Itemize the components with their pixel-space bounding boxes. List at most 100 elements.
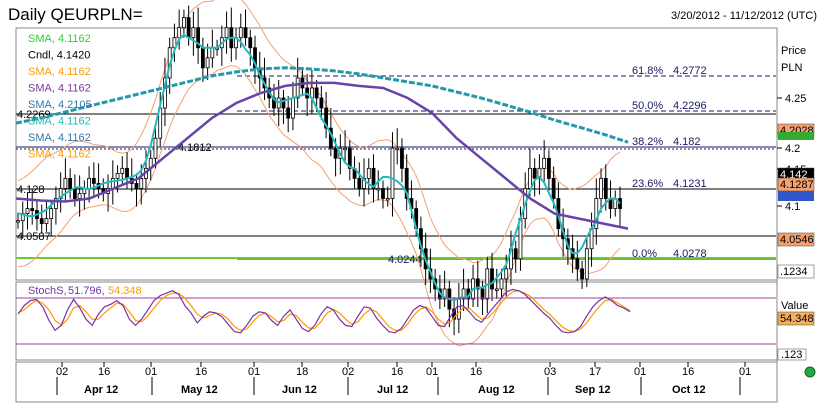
fib-value-label: 4.2296 bbox=[673, 100, 707, 112]
candle-body bbox=[210, 47, 215, 59]
candle-body bbox=[68, 177, 73, 189]
price-badge bbox=[777, 232, 815, 247]
fib-value-label: 4.2772 bbox=[673, 65, 707, 77]
bollinger-upper bbox=[17, 0, 621, 264]
day-tick-label: 02 bbox=[342, 366, 354, 378]
month-label: Sep 12 bbox=[575, 384, 610, 396]
stoch-badge-text: 54.348 bbox=[780, 313, 814, 325]
candle-body bbox=[120, 167, 125, 174]
candle-body bbox=[186, 17, 191, 39]
candle-body bbox=[584, 248, 589, 280]
day-tick-label: 01 bbox=[634, 366, 646, 378]
fib-pct-label: 23.6% bbox=[632, 178, 663, 190]
day-tick-label: 16 bbox=[195, 366, 207, 378]
price-axis: PricePLN4.254.24.154.14.20284.1424.12874… bbox=[777, 45, 815, 279]
level-label: 4.0244 bbox=[388, 254, 422, 266]
price-axis-unit: PLN bbox=[781, 62, 802, 74]
candle-body bbox=[343, 147, 347, 151]
stoch-d-value: 54.348 bbox=[108, 285, 142, 297]
candle-body bbox=[400, 147, 404, 169]
candle-body bbox=[39, 218, 44, 225]
legend-item: SMA, 4.1162 bbox=[28, 66, 91, 78]
candle-body bbox=[54, 198, 58, 209]
candle-body bbox=[333, 147, 338, 159]
candle-body bbox=[191, 27, 196, 39]
month-label: Jul 12 bbox=[377, 384, 408, 396]
candle-body bbox=[404, 167, 409, 199]
candle-body bbox=[243, 27, 248, 39]
legend-item: SMA, 4.1162 bbox=[28, 83, 91, 95]
legend-item: SMA, 4.1162 bbox=[28, 149, 91, 161]
stoch-axis-label: Value bbox=[781, 300, 808, 312]
month-label: Aug 12 bbox=[478, 384, 515, 396]
day-tick-label: 18 bbox=[296, 366, 308, 378]
day-tick-label: 01 bbox=[145, 366, 157, 378]
price-badge-text: .1234 bbox=[780, 266, 808, 278]
candle-body bbox=[153, 137, 158, 159]
candle-body bbox=[177, 27, 182, 39]
level-label: 4.0587 bbox=[17, 231, 51, 243]
candle-body bbox=[91, 177, 96, 184]
candle-body bbox=[528, 167, 532, 189]
candle-body bbox=[314, 87, 319, 99]
candle-body bbox=[475, 278, 480, 290]
candle-body bbox=[546, 157, 551, 179]
candle-body bbox=[281, 97, 286, 109]
price-tick-label: 4.25 bbox=[785, 93, 806, 105]
day-tick-label: 03 bbox=[544, 366, 556, 378]
candle-body bbox=[72, 188, 77, 199]
price-badge bbox=[778, 132, 814, 140]
price-badge-text: 4.0546 bbox=[780, 234, 814, 246]
level-label: 4.128 bbox=[17, 184, 45, 196]
legend-item: Cndl, 4.1420 bbox=[28, 50, 90, 62]
stoch-k-value: 51.796, bbox=[68, 285, 105, 297]
price-axis-label: Price bbox=[781, 45, 806, 57]
candle-body bbox=[618, 198, 622, 209]
candle-body bbox=[603, 177, 608, 199]
date-range: 3/20/2012 - 11/12/2012 (UTC) bbox=[671, 10, 817, 22]
month-label: Oct 12 bbox=[672, 384, 706, 396]
x-axis-bar bbox=[15, 361, 778, 403]
candle-body bbox=[532, 167, 537, 179]
day-tick-label: 16 bbox=[682, 366, 694, 378]
candle-body bbox=[499, 278, 504, 290]
candle-body bbox=[480, 288, 485, 300]
candle-body bbox=[200, 47, 205, 69]
candle-body bbox=[395, 147, 400, 151]
candle-body bbox=[44, 218, 49, 225]
price-badge-text: 4.1287 bbox=[780, 179, 814, 191]
legend: SMA, 4.1162 Cndl, 4.1420 SMA, 4.1162 SMA, 4… bbox=[28, 33, 92, 161]
fib-pct-label: 61.8% bbox=[632, 65, 663, 77]
candle-body bbox=[224, 27, 229, 39]
day-tick-label: 17 bbox=[589, 366, 601, 378]
legend-item: SMA, 4.2105 bbox=[28, 99, 92, 111]
candle-body bbox=[385, 198, 390, 201]
price-tick-label: 4.2 bbox=[785, 143, 800, 155]
candle-body bbox=[172, 37, 177, 49]
status-indicator-icon[interactable] bbox=[804, 366, 816, 378]
candle-body bbox=[291, 97, 295, 119]
candle-body bbox=[238, 27, 243, 39]
day-tick-label: 01 bbox=[739, 366, 751, 378]
stoch-k-line bbox=[17, 288, 631, 334]
month-label: May 12 bbox=[181, 384, 218, 396]
candle-body bbox=[87, 177, 92, 189]
fib-value-label: 4.1231 bbox=[673, 178, 707, 190]
candle-body bbox=[456, 298, 461, 320]
candle-body bbox=[248, 37, 253, 49]
candle-body bbox=[381, 188, 385, 199]
sma-long-line bbox=[15, 66, 629, 144]
level-label: 4.1812 bbox=[178, 142, 212, 154]
chart-title: Daily QEURPLN= bbox=[8, 5, 143, 24]
month-label: Jun 12 bbox=[282, 384, 317, 396]
candle-body bbox=[599, 177, 603, 199]
candle-body bbox=[357, 177, 362, 189]
moving-averages bbox=[15, 33, 629, 302]
candle-body bbox=[182, 17, 186, 29]
day-tick-label: 16 bbox=[391, 366, 403, 378]
candle-body bbox=[110, 177, 115, 189]
stoch-badge bbox=[777, 311, 815, 326]
day-tick-label: 01 bbox=[248, 366, 260, 378]
candle-body bbox=[25, 208, 30, 214]
